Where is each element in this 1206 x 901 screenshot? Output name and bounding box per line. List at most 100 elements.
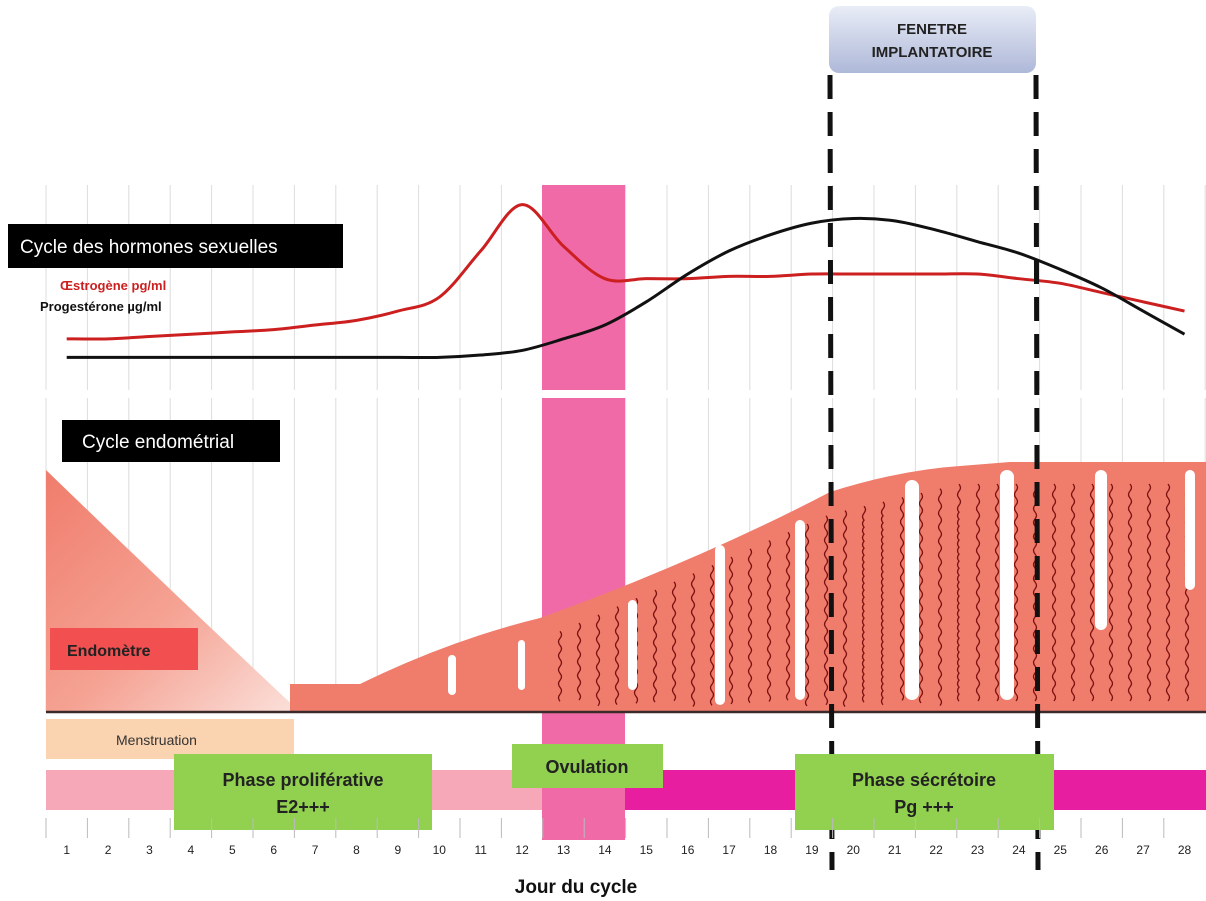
- gland: [1051, 483, 1057, 702]
- gland: [1127, 483, 1133, 702]
- gland: [861, 505, 867, 703]
- day-label: 12: [515, 843, 529, 857]
- gland-gap: [905, 480, 919, 700]
- gland: [785, 531, 791, 701]
- endometrial-title: Cycle endométrial: [82, 432, 234, 453]
- hormone-curves: [66, 203, 1186, 360]
- day-label: 10: [433, 843, 447, 857]
- gland: [728, 556, 734, 705]
- menstruation-bar: [46, 719, 294, 759]
- day-label: 7: [312, 843, 319, 857]
- day-label: 13: [557, 843, 571, 857]
- gland: [937, 488, 943, 707]
- gland: [880, 501, 886, 706]
- day-label: 22: [929, 843, 943, 857]
- day-label: 1: [63, 843, 70, 857]
- gland: [671, 581, 677, 702]
- day-label: 21: [888, 843, 902, 857]
- gland: [747, 548, 753, 704]
- day-label: 8: [353, 843, 360, 857]
- endometrial-title-box: [62, 420, 280, 462]
- gland: [1108, 483, 1114, 702]
- gland: [557, 630, 563, 702]
- window-subtitle: IMPLANTATOIRE: [872, 44, 993, 61]
- ovulation-label: Ovulation: [545, 757, 628, 777]
- day-label: 15: [640, 843, 654, 857]
- day-label: 3: [146, 843, 153, 857]
- gland: [1070, 483, 1076, 702]
- gland: [614, 606, 620, 705]
- series-progesterone: [66, 216, 1186, 360]
- gland: [975, 483, 981, 702]
- gland-gap: [1000, 470, 1014, 700]
- gland-gap: [628, 600, 637, 690]
- secretory-line2: Pg +++: [894, 797, 954, 817]
- gland-gap: [795, 520, 805, 700]
- menstruation-label: Menstruation: [116, 732, 197, 748]
- window-end-dashline: [1033, 74, 1041, 871]
- day-label: 20: [847, 843, 861, 857]
- day-label: 18: [764, 843, 778, 857]
- gland: [994, 483, 1000, 702]
- gland: [823, 515, 829, 706]
- window-title: FENETRE: [897, 21, 967, 38]
- endometrium-label: Endomètre: [67, 643, 151, 660]
- day-label: 28: [1178, 843, 1192, 857]
- day-label: 27: [1136, 843, 1150, 857]
- gland-gap: [1185, 470, 1195, 590]
- secretory-line1: Phase sécrétoire: [852, 770, 996, 790]
- gland-gap: [448, 655, 456, 695]
- hormones-title: Cycle des hormones sexuelles: [20, 237, 278, 258]
- series-estrogen: [66, 203, 1185, 341]
- gland: [690, 573, 696, 707]
- gland: [842, 510, 848, 707]
- gland: [956, 483, 962, 702]
- day-label: 16: [681, 843, 695, 857]
- hormones-title-box: [8, 224, 343, 268]
- day-label: 26: [1095, 843, 1109, 857]
- gland: [899, 496, 905, 701]
- endometrium-label-box: [50, 628, 198, 670]
- day-label: 2: [105, 843, 112, 857]
- gland-gap: [1095, 470, 1107, 630]
- day-label: 6: [270, 843, 277, 857]
- gland: [595, 614, 601, 707]
- day-label: 25: [1054, 843, 1068, 857]
- gland: [918, 492, 924, 704]
- gland-gap: [518, 640, 525, 690]
- window-start-dashline: [827, 74, 835, 871]
- gland: [576, 622, 582, 701]
- day-label: 19: [805, 843, 819, 857]
- gland: [709, 564, 715, 706]
- progesterone-label: Progestérone µg/ml: [40, 299, 162, 314]
- x-axis-title: Jour du cycle: [515, 877, 638, 898]
- ovulation-box: [512, 744, 663, 788]
- gland-gap: [715, 545, 725, 705]
- estrogen-label: Œstrogène pg/ml: [60, 278, 166, 293]
- proliferative-line1: Phase proliférative: [222, 770, 383, 790]
- gland: [804, 523, 810, 707]
- gland: [1013, 483, 1019, 702]
- proliferative-line2: E2+++: [276, 797, 330, 817]
- gland: [1165, 483, 1171, 702]
- day-label: 9: [395, 843, 402, 857]
- gland: [1146, 483, 1152, 702]
- day-ticks: [45, 818, 1165, 838]
- proliferative-box: [174, 754, 432, 830]
- gland: [766, 540, 772, 702]
- day-label: 24: [1012, 843, 1026, 857]
- day-label: 14: [598, 843, 612, 857]
- day-labels: 1 2 3 4 5 6 7 8 9 10 11 12 13 14 15 16 17 18 19 20 21 22 23 24 2…: [63, 843, 1191, 857]
- day-label: 5: [229, 843, 236, 857]
- day-label: 4: [188, 843, 195, 857]
- gland: [1032, 483, 1038, 702]
- ovulation-band-top: [542, 185, 625, 390]
- implantation-window-box: [829, 6, 1036, 73]
- gland: [652, 589, 658, 703]
- day-label: 17: [722, 843, 736, 857]
- secretory-box: [795, 754, 1054, 830]
- gland: [1089, 483, 1095, 702]
- day-label: 11: [474, 843, 487, 857]
- day-label: 23: [971, 843, 985, 857]
